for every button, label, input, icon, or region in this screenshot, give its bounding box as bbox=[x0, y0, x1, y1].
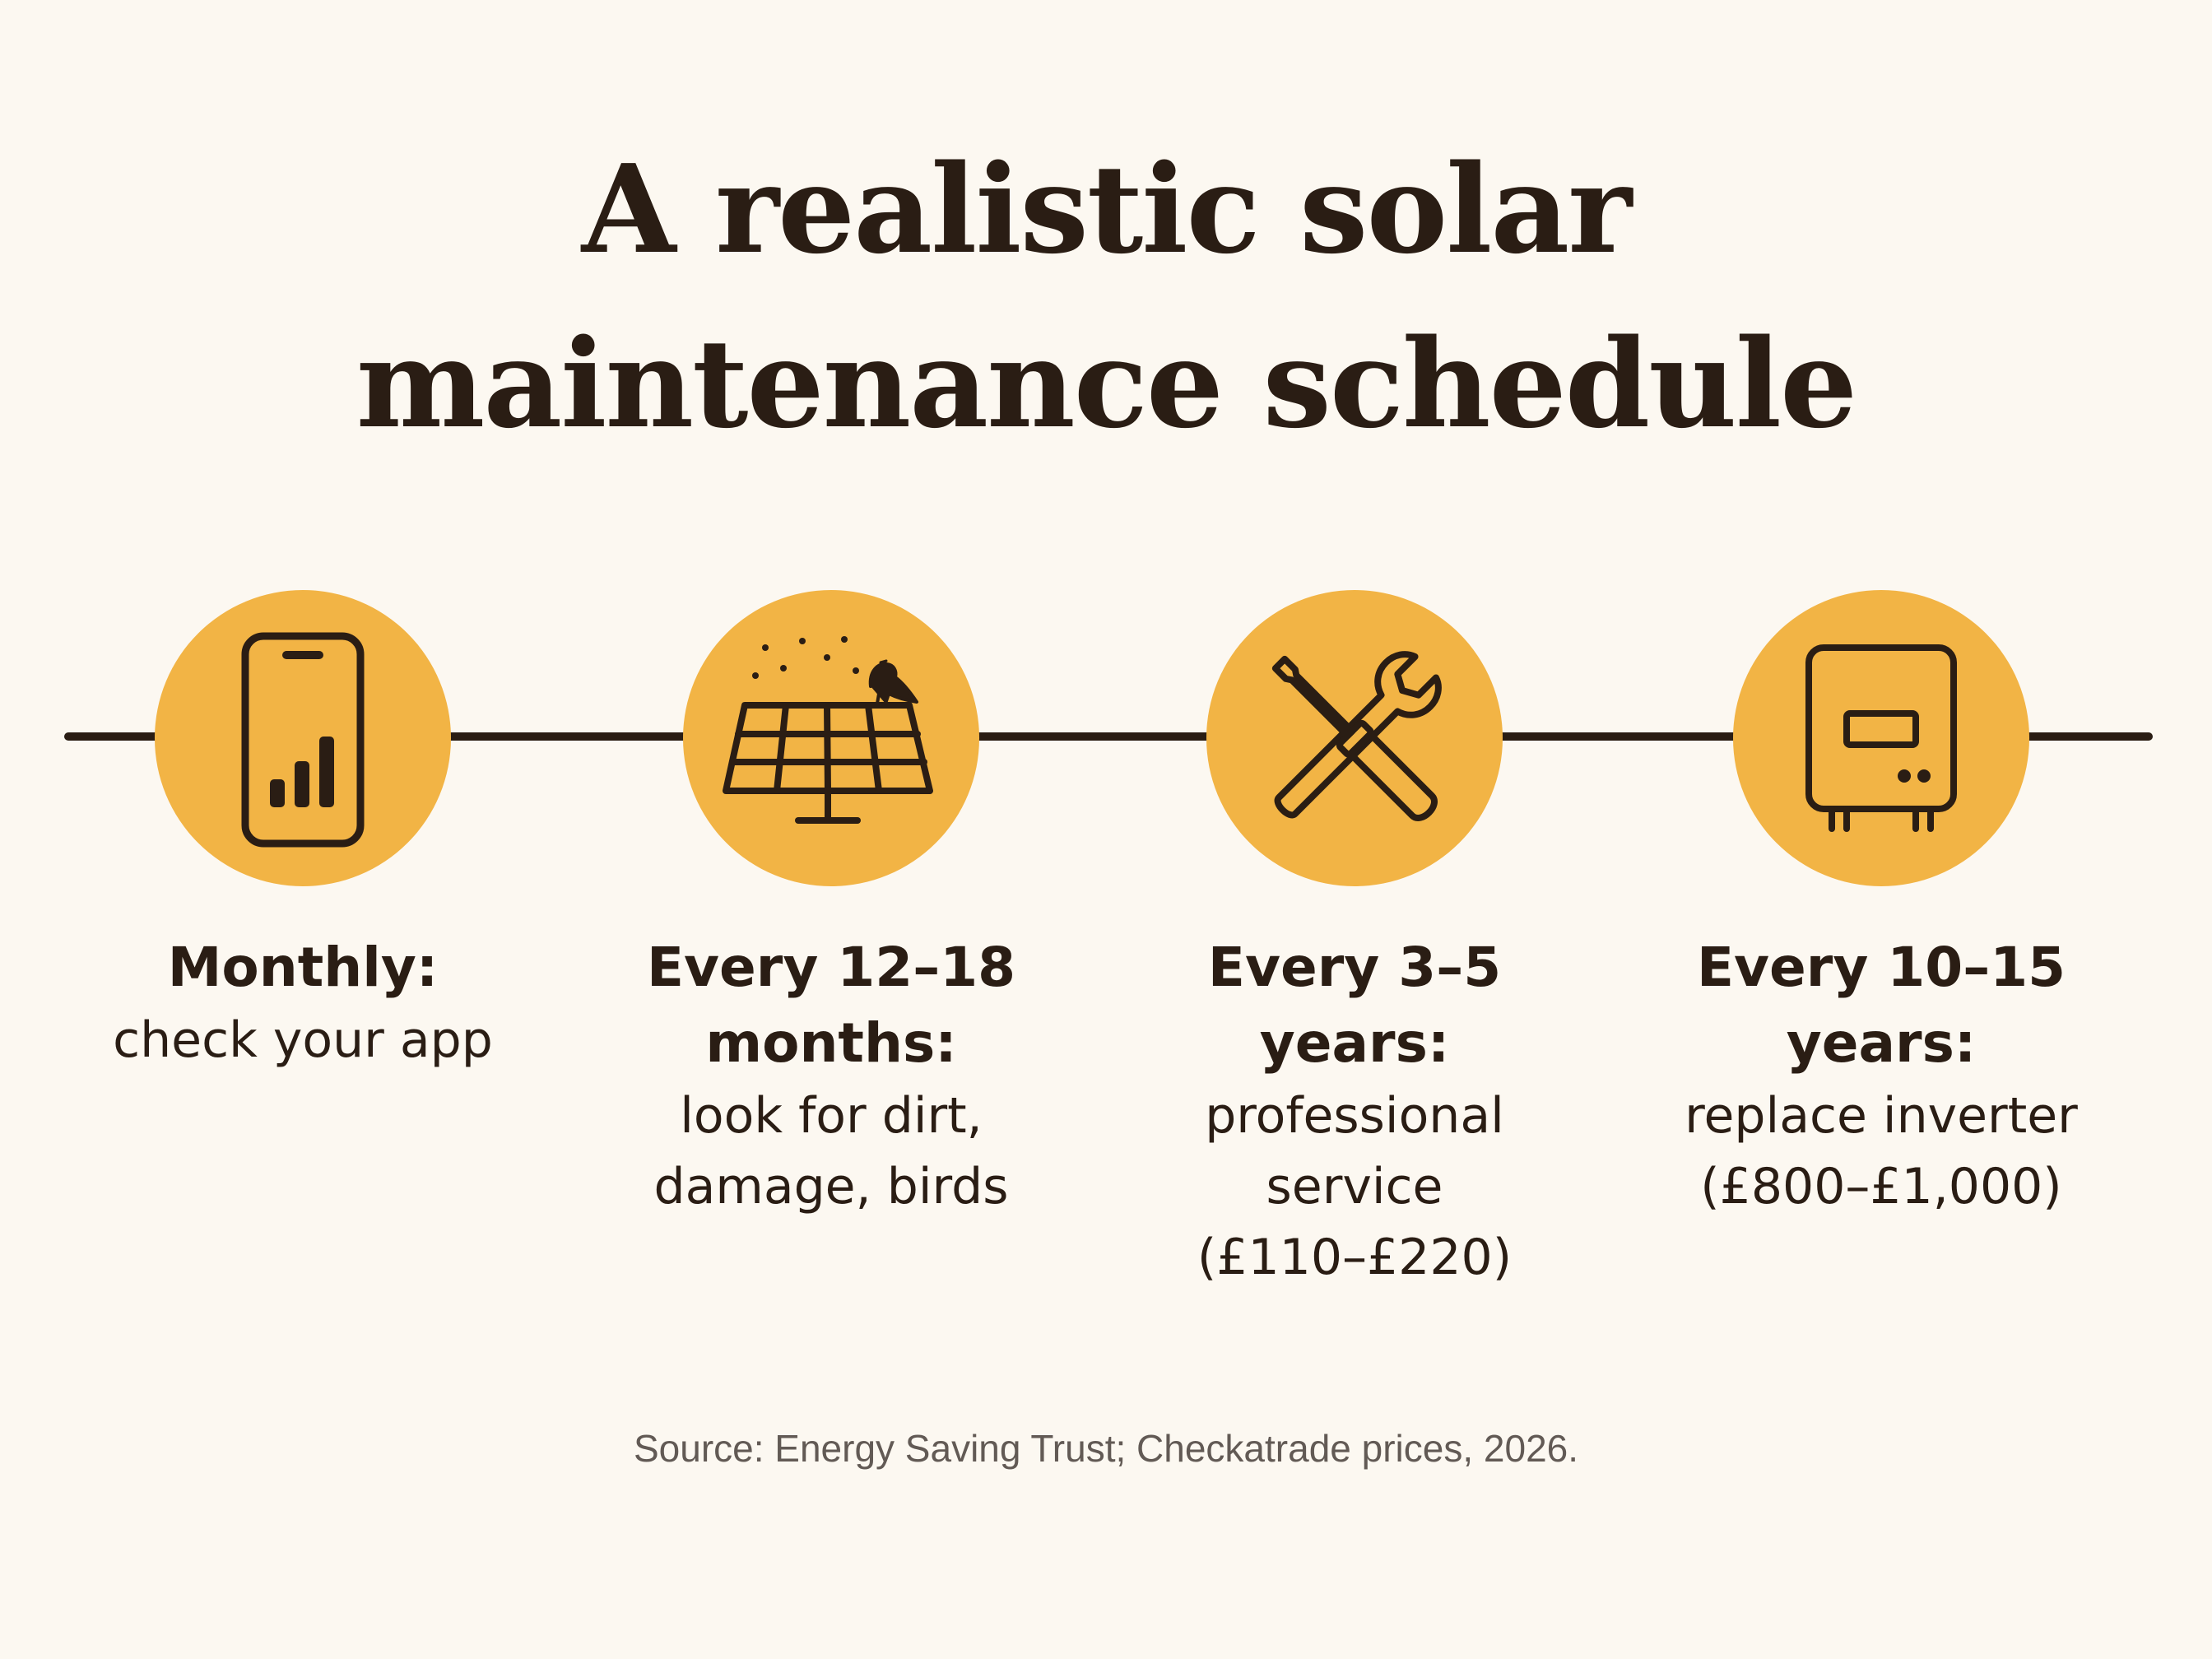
step-3-text: Every 3–5 years: professional service (£… bbox=[1124, 930, 1585, 1294]
solar-panel-bird-icon bbox=[723, 636, 933, 824]
step-3-circle bbox=[1206, 590, 1503, 886]
timeline-line bbox=[64, 732, 2153, 741]
step-2-heading-line-1: Every 12–18 bbox=[646, 936, 1016, 999]
step-1-desc-line-1: check your app bbox=[113, 1011, 493, 1069]
step-2-circle bbox=[683, 590, 979, 886]
source-note: Source: Energy Saving Trust; Checkatrade… bbox=[633, 1427, 1579, 1470]
step-3-heading-line-1: Every 3–5 bbox=[1207, 936, 1502, 999]
inverter-icon bbox=[1805, 644, 1957, 832]
step-3-desc-line-2: service bbox=[1266, 1158, 1443, 1215]
step-3-desc-line-1: professional bbox=[1205, 1087, 1504, 1145]
step-2-desc-line-1: look for dirt, bbox=[680, 1087, 983, 1145]
step-1-heading: Monthly: bbox=[167, 936, 439, 999]
step-3-heading-line-2: years: bbox=[1259, 1011, 1450, 1075]
page-title: A realistic solar maintenance schedule bbox=[0, 122, 2212, 471]
step-2-heading-line-2: months: bbox=[705, 1011, 957, 1075]
title-line-2: maintenance schedule bbox=[356, 312, 1857, 455]
title-line-1: A realistic solar bbox=[581, 137, 1633, 281]
phone-chart-icon bbox=[241, 632, 365, 848]
step-3-desc-line-3: (£110–£220) bbox=[1197, 1229, 1513, 1286]
step-4-desc-line-1: replace inverter bbox=[1685, 1087, 2078, 1145]
step-4-heading-line-1: Every 10–15 bbox=[1696, 936, 2066, 999]
wrench-screwdriver-icon bbox=[1271, 651, 1442, 821]
step-4-circle bbox=[1733, 590, 2029, 886]
step-4-text: Every 10–15 years: replace inverter (£80… bbox=[1651, 930, 2112, 1223]
step-1-text: Monthly: check your app bbox=[72, 930, 533, 1076]
step-2-desc-line-2: damage, birds bbox=[653, 1158, 1009, 1215]
step-1-circle bbox=[155, 590, 451, 886]
step-2-text: Every 12–18 months: look for dirt, damag… bbox=[601, 930, 1062, 1223]
step-4-desc-line-2: (£800–£1,000) bbox=[1700, 1158, 2062, 1215]
step-4-heading-line-2: years: bbox=[1786, 1011, 1977, 1075]
